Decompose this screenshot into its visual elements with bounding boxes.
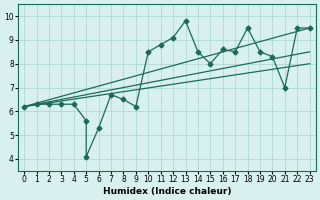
X-axis label: Humidex (Indice chaleur): Humidex (Indice chaleur) [103,187,231,196]
